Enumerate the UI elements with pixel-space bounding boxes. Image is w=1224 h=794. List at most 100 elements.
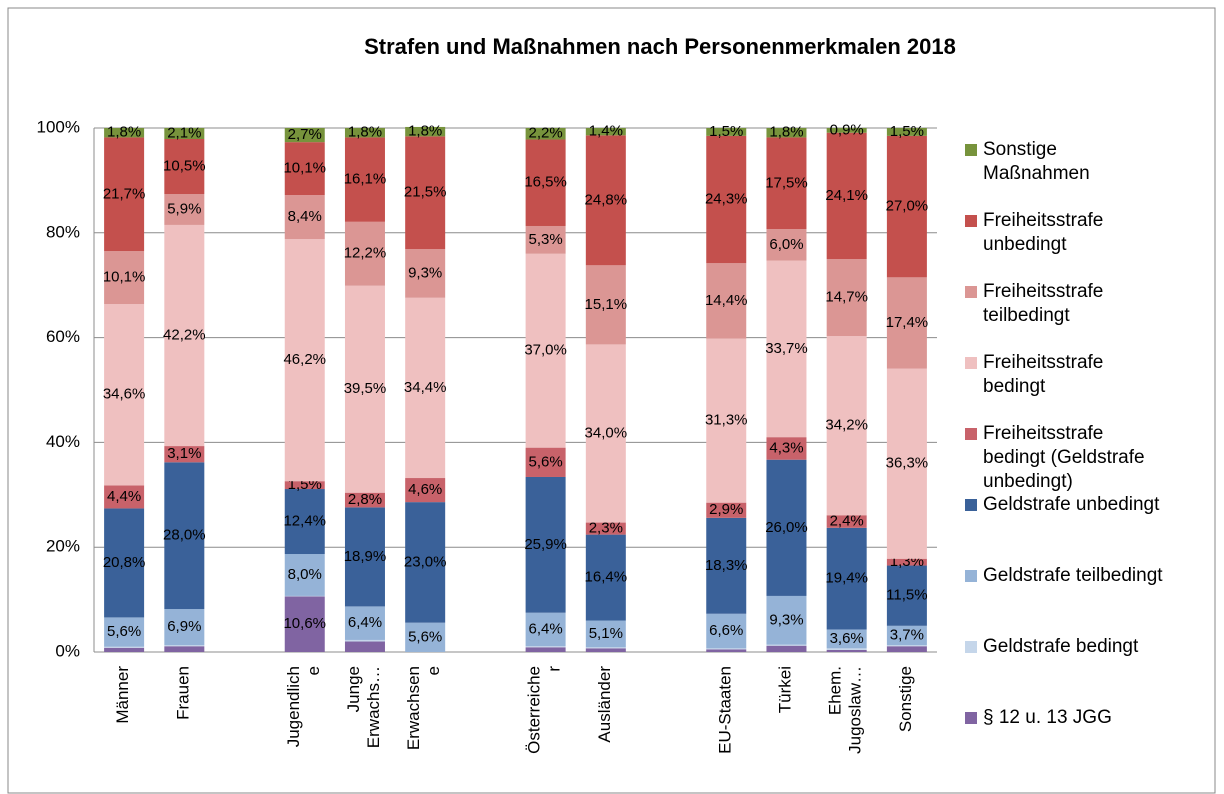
data-label: 20,8% xyxy=(103,554,146,571)
x-tick-label: Österreicher xyxy=(525,666,564,754)
bar-segment xyxy=(525,646,566,648)
legend-swatch xyxy=(965,144,977,156)
data-label: 5,6% xyxy=(408,628,442,645)
legend-swatch xyxy=(965,215,977,227)
data-label: 17,5% xyxy=(765,174,808,191)
data-label: 11,5% xyxy=(886,587,927,604)
bar-segment xyxy=(585,344,626,523)
bar-segment xyxy=(164,609,205,646)
data-label: 23,0% xyxy=(404,553,447,570)
data-label: 14,7% xyxy=(825,288,868,305)
bar-segment xyxy=(525,253,566,448)
data-label: 2,2% xyxy=(529,125,563,142)
data-label: 37,0% xyxy=(524,342,567,359)
legend-swatch xyxy=(965,428,977,440)
bar-segment xyxy=(344,221,385,286)
bar-segment xyxy=(706,517,747,614)
bar-segment xyxy=(766,595,807,645)
legend-swatch xyxy=(965,357,977,369)
bar-segment xyxy=(766,459,807,596)
x-tick-label: Sonstige xyxy=(896,666,915,732)
data-label: 1,8% xyxy=(769,124,803,141)
bar-segment xyxy=(886,128,927,136)
data-label: 4,6% xyxy=(408,481,442,498)
bar-segment xyxy=(344,639,385,642)
data-label: 1,8% xyxy=(348,124,382,141)
bar-segment xyxy=(104,647,145,652)
bar-segment xyxy=(525,128,566,140)
bar-segment xyxy=(104,617,145,647)
y-tick-label: 0% xyxy=(55,641,80,660)
bar-segment xyxy=(284,128,325,143)
data-label: 24,3% xyxy=(705,190,748,207)
bar-segment xyxy=(706,128,747,136)
legend-swatch xyxy=(965,641,977,653)
x-tick-label: EU-Staaten xyxy=(716,666,735,754)
bar-segment xyxy=(405,126,446,137)
bar-segment xyxy=(104,508,145,618)
bar-segment xyxy=(766,229,807,261)
data-label: 1,5% xyxy=(709,123,743,140)
data-label: 3,6% xyxy=(830,630,864,647)
bar-segment xyxy=(104,251,145,305)
bar-segment xyxy=(826,629,867,649)
legend-label: Freiheitsstrafe bedingt xyxy=(983,352,1103,397)
data-label: 15,1% xyxy=(585,296,628,313)
bar-segment xyxy=(284,481,325,490)
bar-segment xyxy=(344,492,385,508)
data-label: 21,7% xyxy=(103,185,146,202)
data-label: 1,8% xyxy=(107,124,141,141)
bar-segment xyxy=(284,142,325,196)
data-label: 16,4% xyxy=(585,569,628,586)
legend-label: Freiheitsstrafe unbedingt xyxy=(983,210,1103,255)
bar-segment xyxy=(525,447,566,477)
bar-segment xyxy=(886,135,927,278)
bar-segment xyxy=(886,646,927,652)
bar-segment xyxy=(706,613,747,649)
data-label: 14,4% xyxy=(705,292,748,309)
data-label: 24,8% xyxy=(585,191,628,208)
legend-swatch xyxy=(965,286,977,298)
data-label: 3,1% xyxy=(167,445,201,462)
bar-segment xyxy=(886,368,927,559)
bar-segment xyxy=(826,132,867,259)
bar-segment xyxy=(525,647,566,652)
bar-segment xyxy=(405,136,446,250)
bar-segment xyxy=(706,263,747,339)
y-tick-label: 20% xyxy=(46,537,80,556)
bar-segment xyxy=(766,260,807,438)
bar-segment xyxy=(585,647,626,649)
data-label: 5,3% xyxy=(529,231,563,248)
legend-swatch xyxy=(965,499,977,511)
bar-segment xyxy=(766,437,807,460)
bar-segment xyxy=(886,645,927,647)
bar-segment xyxy=(164,139,205,195)
x-tick-label: Türkei xyxy=(776,666,795,713)
bar-segment xyxy=(344,285,385,493)
data-label: 34,4% xyxy=(404,379,447,396)
bar-segment xyxy=(104,304,145,486)
data-label: 27,0% xyxy=(886,198,929,215)
bar-segment xyxy=(525,225,566,254)
bar-segment xyxy=(284,489,325,555)
bar-segment xyxy=(525,476,566,613)
data-label: 39,5% xyxy=(344,380,387,397)
data-label: 3,7% xyxy=(890,626,924,643)
legend-label: Geldstrafe unbedingt xyxy=(983,494,1160,515)
bar-segment xyxy=(405,502,446,623)
data-label: 34,2% xyxy=(825,417,868,434)
bar-segment xyxy=(164,128,205,140)
bar-segment xyxy=(706,338,747,503)
x-tick-label: Ehem.Jugoslaw… xyxy=(826,666,865,754)
data-label: 6,0% xyxy=(769,236,803,253)
data-label: 10,5% xyxy=(163,157,206,174)
bar-segment xyxy=(826,336,867,516)
bar-segment xyxy=(585,522,626,535)
data-label: 12,2% xyxy=(344,245,387,262)
x-tick-label: Frauen xyxy=(174,666,193,720)
data-label: 6,4% xyxy=(348,614,382,631)
bar-segment xyxy=(344,606,385,640)
bar-segment xyxy=(886,277,927,369)
data-label: 42,2% xyxy=(163,326,206,343)
bar-segment xyxy=(706,135,747,264)
